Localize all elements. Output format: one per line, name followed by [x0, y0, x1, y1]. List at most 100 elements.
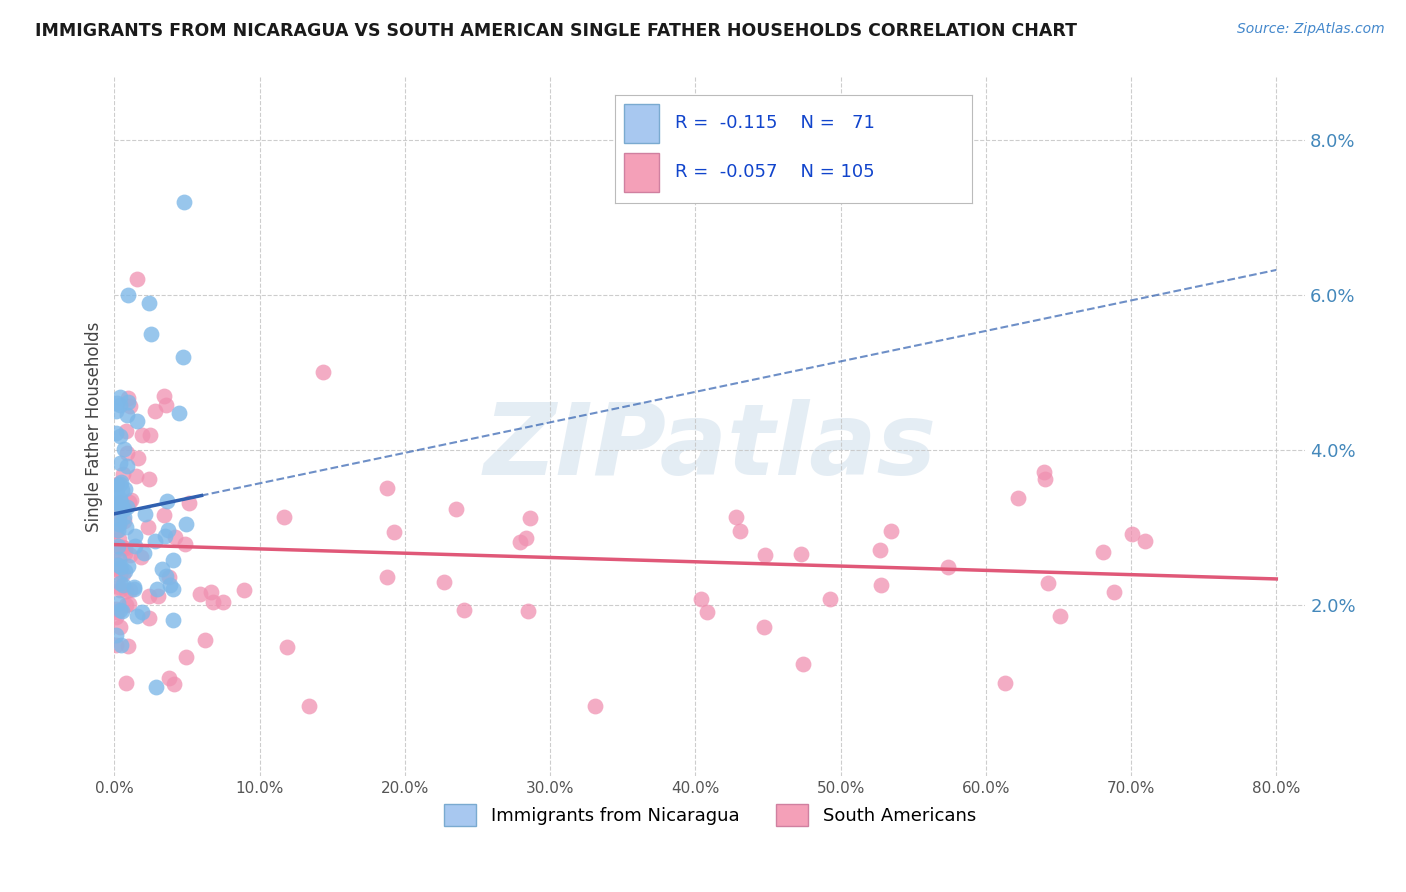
Point	[117, 391, 139, 405]
Point	[108, 602, 131, 616]
Y-axis label: Single Father Households: Single Father Households	[86, 322, 103, 532]
Point	[382, 525, 405, 540]
Point	[105, 495, 128, 509]
Point	[163, 677, 186, 691]
Point	[118, 399, 141, 413]
Point	[519, 511, 541, 525]
Point	[174, 516, 197, 531]
Point	[120, 548, 142, 562]
Point	[818, 592, 841, 607]
Point	[107, 478, 129, 492]
Point	[689, 592, 711, 607]
Point	[108, 456, 131, 470]
Point	[146, 582, 169, 596]
Point	[104, 638, 127, 652]
Point	[131, 427, 153, 442]
Point	[157, 671, 180, 685]
Point	[138, 589, 160, 603]
Point	[152, 508, 174, 523]
Point	[792, 657, 814, 672]
Point	[1135, 533, 1157, 548]
Point	[104, 610, 127, 624]
Point	[1121, 527, 1143, 541]
Point	[509, 535, 531, 549]
Point	[145, 680, 167, 694]
Point	[111, 467, 134, 482]
Point	[124, 582, 146, 597]
Point	[104, 602, 127, 616]
Point	[162, 613, 184, 627]
Point	[141, 326, 163, 341]
Point	[112, 509, 135, 524]
Point	[1035, 472, 1057, 486]
Point	[110, 561, 132, 575]
Point	[117, 640, 139, 654]
Point	[153, 389, 176, 403]
Point	[583, 699, 606, 714]
Point	[105, 605, 128, 619]
Point	[110, 501, 132, 516]
Point	[108, 567, 131, 582]
Point	[110, 495, 132, 509]
Point	[754, 548, 776, 562]
Point	[115, 584, 138, 599]
Point	[728, 524, 751, 538]
Point	[127, 450, 149, 465]
Point	[201, 595, 224, 609]
Point	[162, 582, 184, 596]
Point	[111, 500, 134, 514]
Point	[869, 543, 891, 558]
Point	[375, 481, 398, 495]
Point	[516, 604, 538, 618]
Point	[162, 553, 184, 567]
Point	[108, 511, 131, 525]
Point	[115, 446, 138, 460]
Point	[993, 676, 1015, 690]
Point	[233, 583, 256, 598]
Point	[134, 507, 156, 521]
Point	[127, 609, 149, 624]
Point	[108, 398, 131, 412]
Point	[105, 486, 128, 500]
Point	[117, 559, 139, 574]
Legend: Immigrants from Nicaragua, South Americans: Immigrants from Nicaragua, South America…	[437, 797, 983, 833]
Point	[696, 605, 718, 619]
Point	[174, 649, 197, 664]
Point	[129, 549, 152, 564]
Point	[146, 589, 169, 603]
Point	[115, 424, 138, 438]
Point	[107, 539, 129, 553]
Point	[273, 510, 295, 524]
Point	[115, 676, 138, 690]
Point	[453, 603, 475, 617]
Point	[298, 699, 321, 714]
Point	[108, 477, 131, 491]
Point	[117, 395, 139, 409]
Point	[105, 395, 128, 409]
Point	[936, 559, 959, 574]
Point	[138, 611, 160, 625]
Point	[1007, 491, 1029, 505]
Point	[173, 194, 195, 209]
Point	[138, 295, 160, 310]
Point	[111, 540, 134, 554]
Point	[143, 533, 166, 548]
Point	[115, 520, 138, 534]
Point	[125, 414, 148, 428]
Text: Source: ZipAtlas.com: Source: ZipAtlas.com	[1237, 22, 1385, 37]
Point	[104, 524, 127, 538]
Text: ZIPatlas: ZIPatlas	[484, 400, 936, 496]
Point	[375, 569, 398, 583]
Point	[159, 578, 181, 592]
Point	[869, 578, 891, 592]
Point	[104, 404, 127, 418]
Point	[312, 366, 335, 380]
Point	[110, 582, 132, 597]
Point	[104, 543, 127, 558]
Point	[754, 620, 776, 634]
Text: IMMIGRANTS FROM NICARAGUA VS SOUTH AMERICAN SINGLE FATHER HOUSEHOLDS CORRELATION: IMMIGRANTS FROM NICARAGUA VS SOUTH AMERI…	[35, 22, 1077, 40]
Point	[444, 502, 467, 516]
Point	[157, 524, 180, 538]
Point	[115, 409, 138, 423]
Point	[118, 598, 141, 612]
